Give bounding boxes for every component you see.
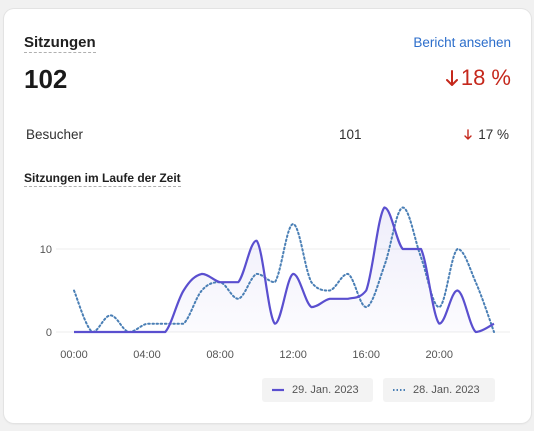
solid-line-swatch-icon — [272, 388, 284, 392]
series-line-previous — [73, 206, 495, 334]
sessions-delta: 18 % — [445, 65, 511, 91]
x-tick-label: 16:00 — [352, 349, 380, 361]
legend-current-period[interactable]: 29. Jan. 2023 — [262, 378, 373, 402]
legend-current-label: 29. Jan. 2023 — [292, 384, 359, 396]
x-tick-label: 20:00 — [425, 349, 453, 361]
sessions-delta-value: 18 % — [460, 65, 511, 90]
x-tick-label: 00:00 — [60, 349, 88, 361]
sessions-line-chart: 0 10 00:00 04:00 08:00 12:00 16:00 20:00 — [40, 206, 510, 361]
visitors-delta: 17 % — [464, 127, 509, 142]
visitors-value: 101 — [339, 127, 362, 142]
visitors-delta-value: 17 % — [478, 127, 509, 142]
arrow-down-icon — [445, 69, 458, 86]
view-report-link[interactable]: Bericht ansehen — [413, 35, 511, 50]
dotted-line-swatch-icon — [393, 389, 405, 391]
y-tick-label: 0 — [46, 327, 52, 339]
series-area-current — [74, 207, 494, 332]
legend-previous-label: 28. Jan. 2023 — [413, 384, 480, 396]
card-title: Sitzungen — [24, 34, 96, 53]
x-tick-label: 12:00 — [279, 349, 307, 361]
y-axis: 0 10 — [40, 244, 52, 339]
y-tick-label: 10 — [40, 244, 52, 256]
x-axis: 00:00 04:00 08:00 12:00 16:00 20:00 — [60, 349, 453, 361]
visitors-label: Besucher — [26, 127, 84, 142]
chart-series — [73, 206, 495, 334]
sessions-total-value: 102 — [24, 64, 68, 94]
series-line-current — [74, 206, 495, 334]
x-tick-label: 08:00 — [206, 349, 234, 361]
chart-title: Sitzungen im Laufe der Zeit — [24, 171, 181, 187]
arrow-down-icon — [464, 129, 472, 140]
sessions-card: Sitzungen Bericht ansehen 102 18 % Besuc… — [4, 9, 531, 423]
x-tick-label: 04:00 — [133, 349, 161, 361]
legend-previous-period[interactable]: 28. Jan. 2023 — [383, 378, 495, 402]
visitors-row: Besucher 101 17 % — [24, 127, 511, 143]
